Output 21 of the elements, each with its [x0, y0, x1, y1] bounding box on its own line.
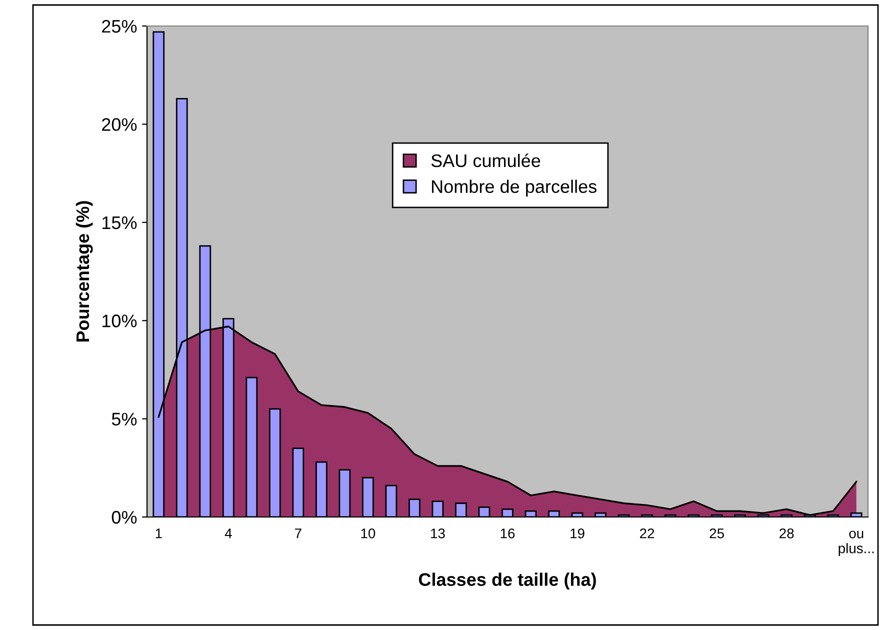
- x-tick-label: 25: [710, 528, 724, 538]
- x-tick-label: 16: [500, 528, 515, 538]
- y-tick-label: 5%: [112, 412, 137, 426]
- y-tick-label: 25%: [102, 20, 137, 33]
- x-tick-label: 7: [295, 528, 302, 538]
- x-tick-label: 13: [431, 528, 445, 538]
- y-tick-label: 20%: [102, 118, 137, 131]
- x-tick-label: 10: [361, 528, 376, 538]
- legend-label: Nombre de parcelles: [432, 180, 596, 197]
- x-tick-label: ou plus...: [838, 530, 874, 556]
- y-axis-title: Pourcentage (%): [76, 201, 93, 342]
- legend-label: SAU cumulée: [431, 154, 540, 168]
- x-tick-label: 1: [156, 528, 162, 538]
- x-tick-label: 28: [780, 528, 794, 538]
- x-tick-label: 4: [224, 528, 232, 538]
- x-tick-label: 19: [570, 528, 584, 538]
- y-tick-label: 15%: [102, 216, 137, 230]
- x-tick-label: 22: [640, 528, 654, 538]
- y-tick-label: 0%: [112, 510, 137, 524]
- y-tick-label: 10%: [102, 314, 137, 328]
- x-axis-title: Classes de taille (ha): [418, 572, 596, 590]
